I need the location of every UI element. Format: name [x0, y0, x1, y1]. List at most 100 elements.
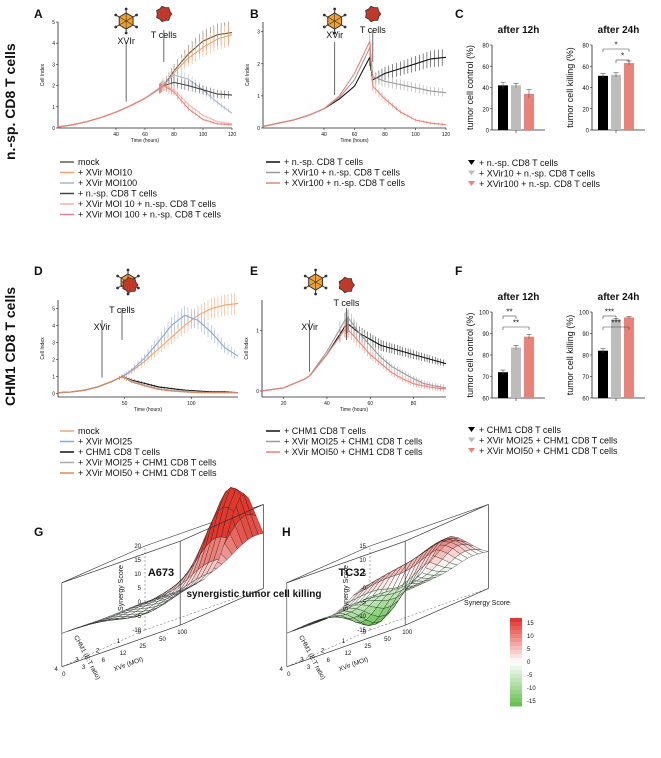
x-tick-label: 4: [54, 667, 58, 673]
y-tick-label: 0: [256, 389, 259, 395]
x-tick-label: 100: [199, 132, 208, 138]
x-tick-label: 1: [342, 639, 346, 645]
y-tick-label: 3: [52, 341, 55, 347]
colorbar-cell: [510, 646, 522, 651]
virus-spike-tip: [135, 13, 138, 17]
tcells-label-A: T cells: [151, 30, 177, 40]
z-tick-label: -15: [357, 628, 366, 634]
bar-title: after 24h: [598, 25, 640, 36]
bar: [611, 74, 621, 130]
bar: [624, 63, 634, 130]
x-tick-label: 20: [281, 401, 287, 407]
virus-spike-tip: [322, 13, 326, 17]
virus-spike-tip: [126, 292, 130, 296]
y-axis-title: tumor cell killing (%): [565, 315, 575, 396]
series-3: [57, 76, 233, 128]
colorbar-cell: [510, 634, 522, 639]
legend-label: mock: [78, 157, 100, 167]
tcell-body: [156, 5, 173, 23]
y-tick-label: 2: [257, 62, 260, 68]
panel-letter-E: E: [250, 264, 258, 278]
series-0: [57, 293, 239, 394]
panel-letter-F: F: [455, 264, 462, 278]
y-axis-title: Cell Index: [245, 63, 251, 86]
virus-spike-tip: [324, 274, 328, 278]
tcells-label-D: T cells: [109, 305, 135, 315]
y-tick-label: 70: [482, 375, 489, 381]
y-tick-label: 0: [52, 392, 55, 398]
virus-facet: [327, 20, 335, 26]
y-tick-label: 80: [582, 354, 589, 360]
colorbar-tick-label: -15: [527, 699, 536, 705]
x-tick-label: 80: [411, 401, 417, 407]
x-tick-label: 1: [117, 639, 121, 645]
y-axis-title: Cell Index: [244, 337, 250, 360]
legend-label: + XVir MOI50 + CHM1 CD8 T cells: [284, 447, 423, 457]
x-tick-label: 80: [382, 132, 388, 138]
y-axis-title: tumor cell killing (%): [565, 47, 575, 128]
virus-spike-tip: [114, 25, 118, 29]
frame-edge: [405, 588, 489, 626]
legend-label: + XVir MOI25 + CHM1 CD8 T cells: [479, 436, 618, 446]
colorbar-cell: [510, 626, 522, 631]
virus-spike-tip: [343, 13, 347, 17]
y-tick-label: 90: [582, 332, 589, 338]
z-tick-label: 15: [359, 544, 366, 550]
x-tick-label: 80: [171, 132, 177, 138]
colorbar-cell: [510, 654, 522, 659]
bar: [511, 85, 521, 130]
virus-spike-tip: [136, 274, 140, 278]
x-tick-label: 50: [122, 401, 128, 407]
x-tick-label: 60: [367, 401, 373, 407]
series-1: [262, 38, 447, 127]
y-axis-title: Cell Index: [40, 63, 46, 86]
y-tick-label: 2: [52, 84, 55, 90]
bar: [524, 336, 534, 398]
legend-label: + XVir MOI100: [78, 178, 137, 188]
series-4: [57, 374, 238, 394]
y-tick-label: 12: [120, 651, 127, 657]
frame-edge: [180, 588, 264, 626]
virus-spike-tip: [343, 25, 347, 29]
panel-letter-B: B: [250, 7, 259, 21]
x-tick-label: 0: [363, 630, 367, 636]
virus-facet: [327, 16, 335, 22]
x-tick-label: 0: [138, 630, 142, 636]
tcell-body: [338, 276, 355, 294]
virus-facet: [126, 20, 134, 26]
series-line: [57, 34, 233, 128]
x-tick-label: 4: [279, 667, 283, 673]
frame-edge: [405, 504, 489, 542]
y-tick-label: 80: [582, 44, 589, 50]
tcell-body: [365, 5, 382, 23]
series-line: [262, 39, 447, 127]
y-tick-label: 2: [52, 358, 55, 364]
surface-title-H: TC32: [339, 567, 366, 579]
legend-label: + XVir MOI25: [78, 437, 132, 447]
y-axis-title: XVir (MOI): [113, 656, 144, 673]
x-tick-label: 3: [300, 658, 304, 664]
frame-edge: [180, 504, 264, 542]
z-tick-label: 10: [134, 572, 141, 578]
frame-edge: [369, 504, 489, 547]
virus-spike-tip: [314, 268, 318, 272]
frame-edge-dashed: [369, 588, 489, 631]
bar: [511, 347, 521, 398]
x-tick-label: 120: [442, 132, 451, 138]
legend-label: + XVir MOI25 + CHM1 CD8 T cells: [284, 437, 423, 447]
legend-triangle: [468, 437, 475, 443]
tcells-label-E: T cells: [334, 298, 360, 308]
y-tick-label: 4: [52, 324, 55, 330]
virus-spike-tip: [135, 25, 138, 29]
sig-label: ***: [611, 319, 620, 328]
y-tick-label: 90: [482, 332, 489, 338]
frame-edge: [286, 540, 406, 584]
chart-D: 0 1 2 3 4 5 50 100 Time (hours) Cell Index: [40, 293, 239, 413]
z-tick-label: -5: [361, 600, 367, 606]
virus-spike-tip: [333, 31, 337, 35]
legend-label: + XVir MOI10: [78, 168, 132, 178]
virus-facet: [334, 16, 342, 22]
y-tick-label: 40: [482, 86, 489, 92]
tcell-icon: [156, 5, 173, 23]
bar-C-24h: after 24h 0 20 40 60 80 tumor cell killing (%)…: [565, 25, 645, 135]
